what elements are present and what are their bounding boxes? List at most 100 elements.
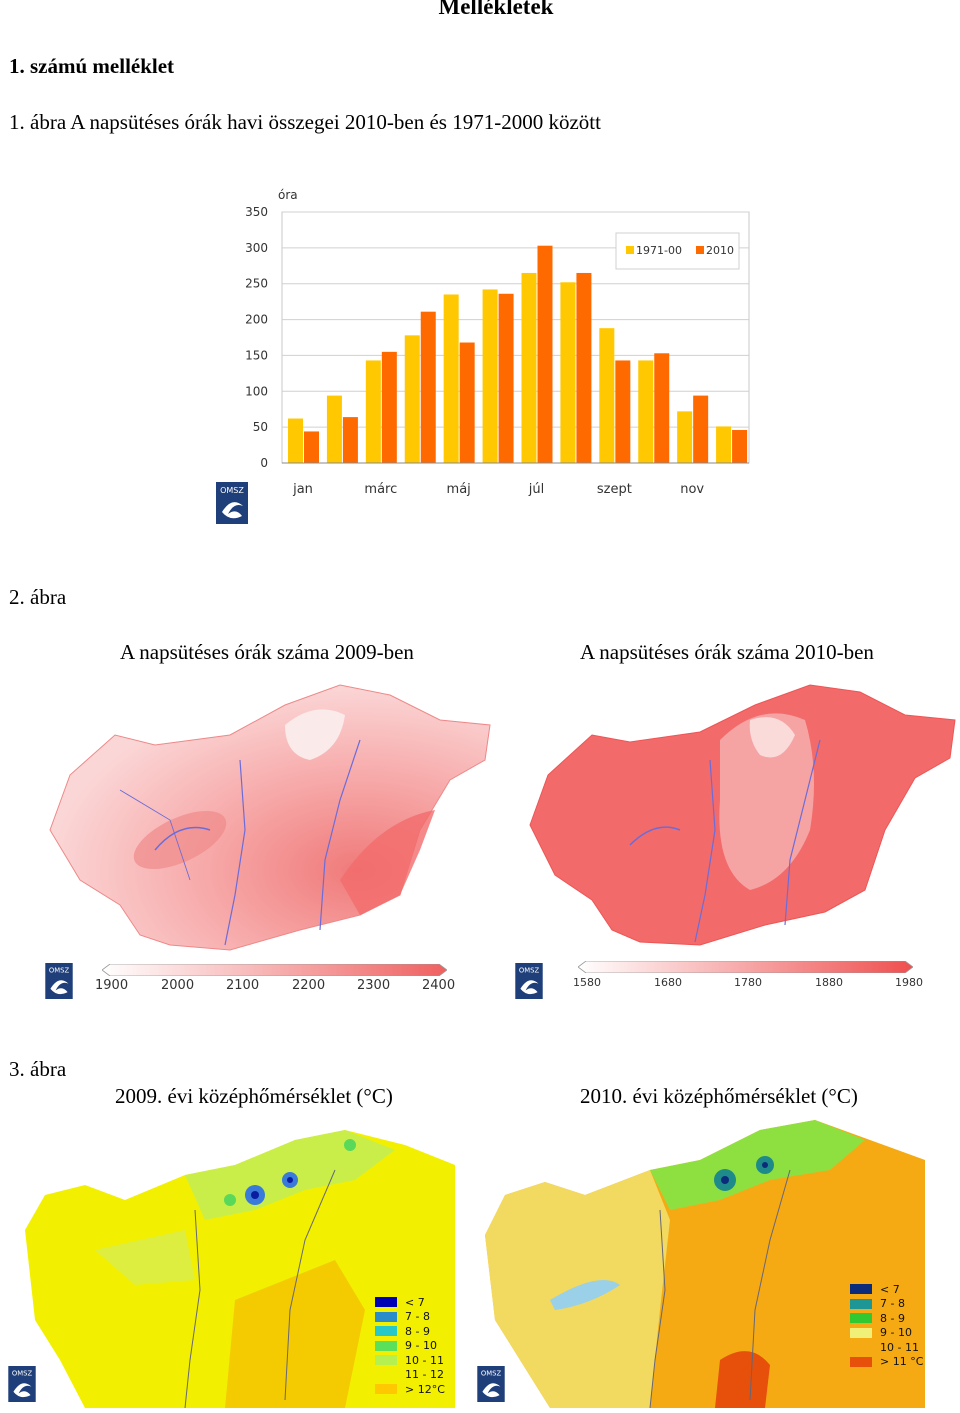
bar-2010-nov [693, 395, 709, 463]
omsz-logo-text: OMSZ [481, 1369, 502, 1377]
legend-swatch [850, 1342, 872, 1353]
bar-2010-jún [498, 293, 514, 463]
section-heading: 1. számú melléklet [9, 54, 175, 78]
legend-box [615, 232, 740, 270]
x-tick-label: szept [597, 482, 632, 497]
bar-2010-júl [537, 245, 553, 463]
bar-1971-00-szept [599, 328, 615, 463]
bar-2010-aug [576, 272, 592, 463]
omsz-logo: OMSZ [515, 963, 543, 1004]
bar-2010-jan [304, 431, 319, 463]
legend-label: 7 - 8 [405, 1310, 430, 1324]
bar-2010-dec [732, 430, 748, 463]
scale-label: 1880 [815, 976, 843, 989]
bar-1971-00-dec [716, 426, 732, 463]
x-tick-label: máj [447, 482, 471, 497]
scale-label: 1980 [895, 976, 923, 989]
legend-swatch [696, 246, 704, 254]
bar-chart-svg: 0 50 100 150 200 250 300 350 óra jan márc máj júl sze… [245, 188, 750, 497]
legend-item: < 7 [375, 1295, 465, 1310]
figure2-left-title: A napsütéses órák száma 2009-ben [120, 640, 414, 664]
temperature-map-2010 [470, 1110, 930, 1409]
y-tick-label: 100 [245, 384, 268, 398]
figure2-right-title: A napsütéses órák száma 2010-ben [580, 640, 874, 664]
y-tick-label: 150 [245, 348, 268, 362]
legend-label: > 12°C [405, 1382, 445, 1396]
legend-swatch [850, 1313, 872, 1324]
y-tick-label: 0 [260, 456, 268, 470]
scale-label: 2200 [292, 978, 326, 993]
bar-1971-00-ápr [404, 335, 420, 463]
legend-swatch [375, 1326, 397, 1337]
bar-2010-feb [342, 417, 358, 463]
legend-label: > 11 °C [880, 1355, 924, 1369]
legend-label: 9 - 10 [880, 1326, 912, 1340]
y-tick-label: 250 [245, 277, 268, 291]
legend-label: 8 - 9 [405, 1324, 430, 1338]
sunshine-map-2010 [520, 680, 960, 955]
sunshine-map-2009 [40, 680, 500, 960]
legend-swatch [626, 246, 634, 254]
omsz-logo-text: OMSZ [12, 1369, 33, 1377]
legend-label: 11 - 12 [405, 1368, 444, 1382]
scale-label: 1680 [654, 976, 682, 989]
figure3-left-title: 2009. évi középhőmérséklet (°C) [115, 1084, 393, 1108]
omsz-logo-text: OMSZ [220, 486, 244, 495]
legend-item: < 7 [850, 1282, 940, 1297]
legend-item: > 11 °C [850, 1355, 940, 1370]
legend-item: 8 - 9 [850, 1311, 940, 1326]
legend-item: 10 - 11 [375, 1353, 465, 1368]
legend-item: 10 - 11 [850, 1340, 940, 1355]
scale-label: 1900 [95, 978, 129, 993]
legend-swatch [375, 1384, 397, 1395]
legend-item: > 12°C [375, 1382, 465, 1397]
figure3-right-title: 2010. évi középhőmérséklet (°C) [580, 1084, 858, 1108]
bar-1971-00-márc [365, 360, 381, 463]
scale-label: 2300 [357, 978, 391, 993]
legend-swatch [850, 1298, 872, 1309]
bar-2010-ápr [420, 311, 436, 463]
bar-2010-okt [654, 353, 670, 463]
y-tick-label: 350 [245, 205, 268, 219]
bar-1971-00-jan [288, 418, 303, 463]
scale-label: 2100 [226, 978, 260, 993]
omsz-logo-text: OMSZ [519, 966, 540, 974]
bar-1971-00-júl [521, 272, 537, 463]
y-tick-label: 50 [253, 420, 268, 434]
scale-label: 1780 [734, 976, 762, 989]
scale-label: 1580 [573, 976, 601, 989]
sunshine-scale-labels-2010: 1580 1680 1780 1880 1980 [573, 976, 943, 994]
legend-item: 9 - 10 [850, 1326, 940, 1341]
legend-label: < 7 [880, 1282, 900, 1296]
bar-2010-szept [615, 360, 631, 463]
bar-1971-00-feb [326, 395, 342, 463]
figure3-caption: 3. ábra [9, 1057, 67, 1081]
legend-label: 7 - 8 [880, 1297, 905, 1311]
legend-swatch [375, 1355, 397, 1366]
bar-1971-00-aug [560, 282, 576, 463]
legend-label: 9 - 10 [405, 1339, 437, 1353]
sunshine-scale-labels-2009: 1900 2000 2100 2200 2300 2400 [95, 978, 465, 996]
figure2-caption: 2. ábra [9, 585, 67, 609]
x-tick-label: márc [364, 482, 397, 497]
y-tick-label: 300 [245, 241, 268, 255]
omsz-logo: OMSZ [477, 1366, 505, 1407]
omsz-logo-text: OMSZ [49, 966, 70, 974]
legend-item: 11 - 12 [375, 1368, 465, 1383]
legend-item: 9 - 10 [375, 1339, 465, 1354]
legend-swatch [375, 1340, 397, 1351]
legend-label: < 7 [405, 1295, 425, 1309]
x-tick-label: nov [680, 482, 704, 497]
page-title: Mellékletek [438, 0, 554, 19]
legend-swatch [375, 1297, 397, 1308]
bar-1971-00-máj [443, 294, 459, 463]
x-tick-label: jan [292, 482, 313, 497]
legend-item: 7 - 8 [850, 1297, 940, 1312]
sunshine-scale-bar-2010 [577, 960, 914, 974]
bar-1971-00-jún [482, 289, 498, 463]
omsz-logo: OMSZ [216, 482, 248, 529]
legend-item: 7 - 8 [375, 1310, 465, 1325]
omsz-logo: OMSZ [8, 1366, 36, 1407]
legend-swatch [850, 1284, 872, 1295]
